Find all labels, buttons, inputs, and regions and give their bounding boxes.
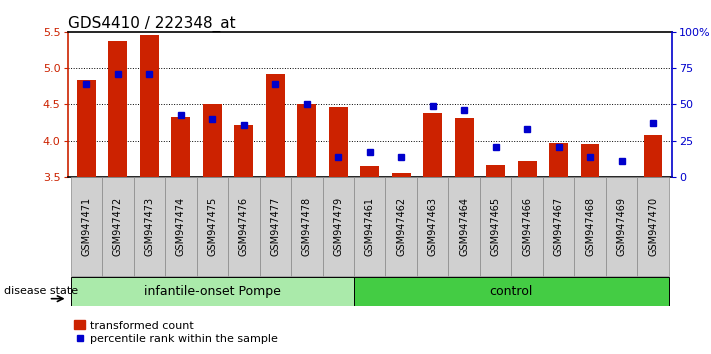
Text: GSM947474: GSM947474 bbox=[176, 197, 186, 256]
FancyBboxPatch shape bbox=[70, 277, 354, 306]
Bar bbox=[235, 125, 253, 177]
FancyBboxPatch shape bbox=[574, 177, 606, 276]
Bar bbox=[297, 104, 316, 177]
Text: control: control bbox=[490, 285, 533, 298]
Text: GSM947462: GSM947462 bbox=[396, 197, 406, 256]
Bar bbox=[549, 143, 568, 177]
Bar bbox=[171, 118, 191, 177]
Text: GSM947461: GSM947461 bbox=[365, 197, 375, 256]
FancyBboxPatch shape bbox=[449, 177, 480, 276]
Bar bbox=[455, 118, 474, 177]
Text: GSM947477: GSM947477 bbox=[270, 197, 280, 256]
Text: GSM947470: GSM947470 bbox=[648, 197, 658, 256]
Text: disease state: disease state bbox=[4, 286, 77, 296]
Text: GSM947473: GSM947473 bbox=[144, 197, 154, 256]
Bar bbox=[423, 113, 442, 177]
Bar bbox=[328, 107, 348, 177]
Bar bbox=[203, 104, 222, 177]
Text: GSM947475: GSM947475 bbox=[208, 197, 218, 256]
FancyBboxPatch shape bbox=[134, 177, 165, 276]
Text: GSM947465: GSM947465 bbox=[491, 197, 501, 256]
Legend: transformed count, percentile rank within the sample: transformed count, percentile rank withi… bbox=[70, 316, 282, 348]
Bar bbox=[360, 166, 379, 177]
FancyBboxPatch shape bbox=[417, 177, 449, 276]
Text: GSM947471: GSM947471 bbox=[82, 197, 92, 256]
FancyBboxPatch shape bbox=[606, 177, 637, 276]
Bar bbox=[643, 135, 663, 177]
FancyBboxPatch shape bbox=[480, 177, 511, 276]
Text: GSM947463: GSM947463 bbox=[428, 197, 438, 256]
FancyBboxPatch shape bbox=[260, 177, 291, 276]
FancyBboxPatch shape bbox=[102, 177, 134, 276]
Text: infantile-onset Pompe: infantile-onset Pompe bbox=[144, 285, 281, 298]
Text: GDS4410 / 222348_at: GDS4410 / 222348_at bbox=[68, 16, 235, 32]
FancyBboxPatch shape bbox=[228, 177, 260, 276]
Text: GSM947476: GSM947476 bbox=[239, 197, 249, 256]
FancyBboxPatch shape bbox=[511, 177, 542, 276]
FancyBboxPatch shape bbox=[197, 177, 228, 276]
FancyBboxPatch shape bbox=[542, 177, 574, 276]
Text: GSM947464: GSM947464 bbox=[459, 197, 469, 256]
FancyBboxPatch shape bbox=[323, 177, 354, 276]
FancyBboxPatch shape bbox=[354, 177, 385, 276]
Bar bbox=[77, 80, 96, 177]
FancyBboxPatch shape bbox=[70, 177, 102, 276]
Text: GSM947478: GSM947478 bbox=[301, 197, 311, 256]
Bar bbox=[392, 173, 411, 177]
Text: GSM947469: GSM947469 bbox=[616, 197, 626, 256]
Bar bbox=[266, 74, 284, 177]
FancyBboxPatch shape bbox=[385, 177, 417, 276]
FancyBboxPatch shape bbox=[165, 177, 197, 276]
FancyBboxPatch shape bbox=[354, 277, 669, 306]
Bar bbox=[140, 35, 159, 177]
Bar bbox=[109, 41, 127, 177]
Text: GSM947466: GSM947466 bbox=[522, 197, 532, 256]
Text: GSM947479: GSM947479 bbox=[333, 197, 343, 256]
Bar bbox=[486, 165, 505, 177]
Bar bbox=[581, 144, 599, 177]
Bar bbox=[518, 161, 537, 177]
Text: GSM947468: GSM947468 bbox=[585, 197, 595, 256]
FancyBboxPatch shape bbox=[637, 177, 669, 276]
FancyBboxPatch shape bbox=[291, 177, 323, 276]
Text: GSM947472: GSM947472 bbox=[113, 197, 123, 256]
Text: GSM947467: GSM947467 bbox=[554, 197, 564, 256]
